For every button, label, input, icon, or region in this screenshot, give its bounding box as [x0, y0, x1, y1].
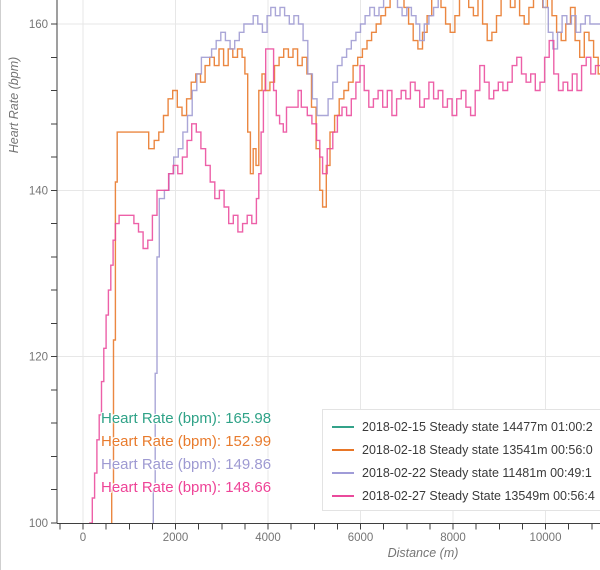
y-axis-title: Heart Rate (bpm): [7, 56, 21, 154]
hover-tooltip: Heart Rate (bpm): 165.98 Heart Rate (bpm)…: [101, 407, 271, 499]
series-lines: [89, 0, 600, 524]
series-line-2018-02-22: [152, 0, 600, 524]
legend-item-label: 2018-02-27 Steady State 13549m 00:56:4: [362, 488, 595, 503]
tooltip-row: Heart Rate (bpm): 149.86: [101, 456, 272, 473]
legend-dash-icon: [332, 425, 354, 428]
legend-dash-icon: [332, 471, 354, 474]
x-tick-label: 4000: [255, 532, 281, 544]
window-edge: [0, 0, 1, 570]
tooltip-row: Heart Rate (bpm): 152.99: [101, 433, 272, 450]
series-line-2018-02-18: [111, 0, 600, 524]
legend[interactable]: 2018-02-15 Steady state 14477m 01:00:2 20…: [322, 409, 600, 511]
legend-dash-icon: [332, 448, 354, 451]
y-tick-label: 100: [29, 518, 48, 530]
x-axis-title: Distance (m): [387, 546, 459, 560]
y-tick-label: 140: [29, 185, 48, 197]
x-tick-label: 0: [80, 532, 86, 544]
tooltip-row: Heart Rate (bpm): 148.66: [101, 479, 272, 496]
tooltip-row: Heart Rate (bpm): 165.98: [101, 410, 272, 427]
x-tick-label: 8000: [440, 532, 466, 544]
x-tick-label: 2000: [163, 532, 189, 544]
legend-dash-icon: [332, 494, 354, 497]
tick-labels: 0 2000 4000 6000 8000 10000 160 140 120 100: [29, 19, 562, 544]
legend-item[interactable]: 2018-02-22 Steady state 11481m 00:49:1: [323, 461, 600, 484]
axes: [51, 0, 600, 530]
y-tick-label: 160: [29, 19, 48, 31]
legend-item[interactable]: 2018-02-27 Steady State 13549m 00:56:4: [323, 484, 600, 507]
x-tick-label: 10000: [530, 532, 562, 544]
legend-item-label: 2018-02-22 Steady state 11481m 00:49:1: [362, 465, 592, 480]
legend-item[interactable]: 2018-02-15 Steady state 14477m 01:00:2: [323, 415, 600, 438]
legend-item-label: 2018-02-15 Steady state 14477m 01:00:2: [362, 419, 593, 434]
x-tick-label: 6000: [348, 532, 374, 544]
y-tick-label: 120: [29, 352, 48, 364]
legend-item-label: 2018-02-18 Steady state 13541m 00:56:0: [362, 442, 593, 457]
series-line-2018-02-27: [89, 39, 600, 524]
legend-item[interactable]: 2018-02-18 Steady state 13541m 00:56:0: [323, 438, 600, 461]
